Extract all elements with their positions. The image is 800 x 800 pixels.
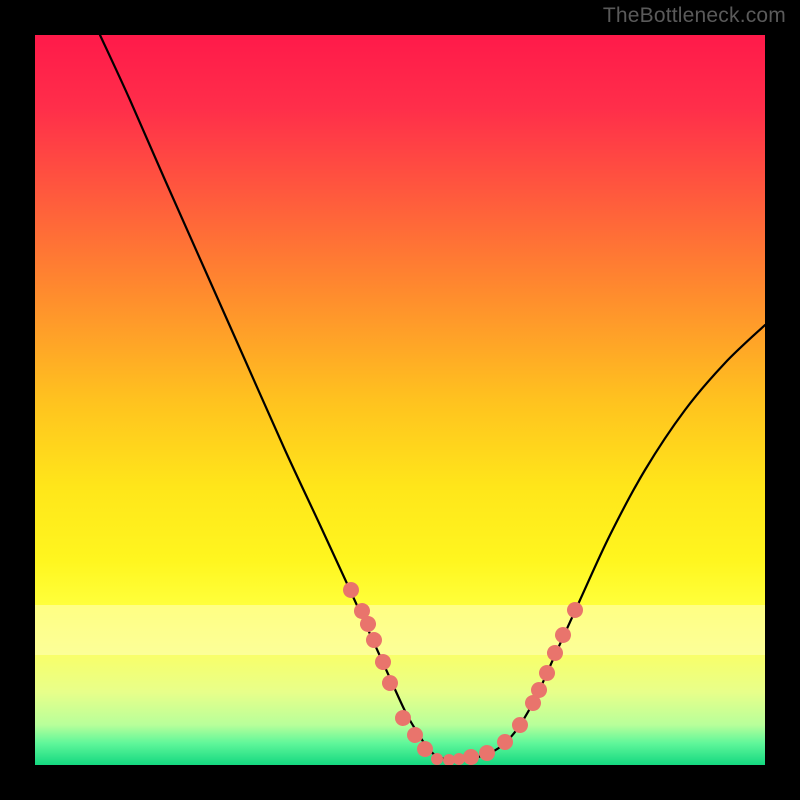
watermark-text: TheBottleneck.com (603, 4, 786, 28)
chart-background (35, 35, 765, 765)
data-marker (453, 753, 465, 765)
chart-frame: TheBottleneck.com (0, 0, 800, 800)
data-marker (431, 753, 443, 765)
bottleneck-chart (35, 35, 765, 765)
highlight-band (35, 605, 765, 655)
